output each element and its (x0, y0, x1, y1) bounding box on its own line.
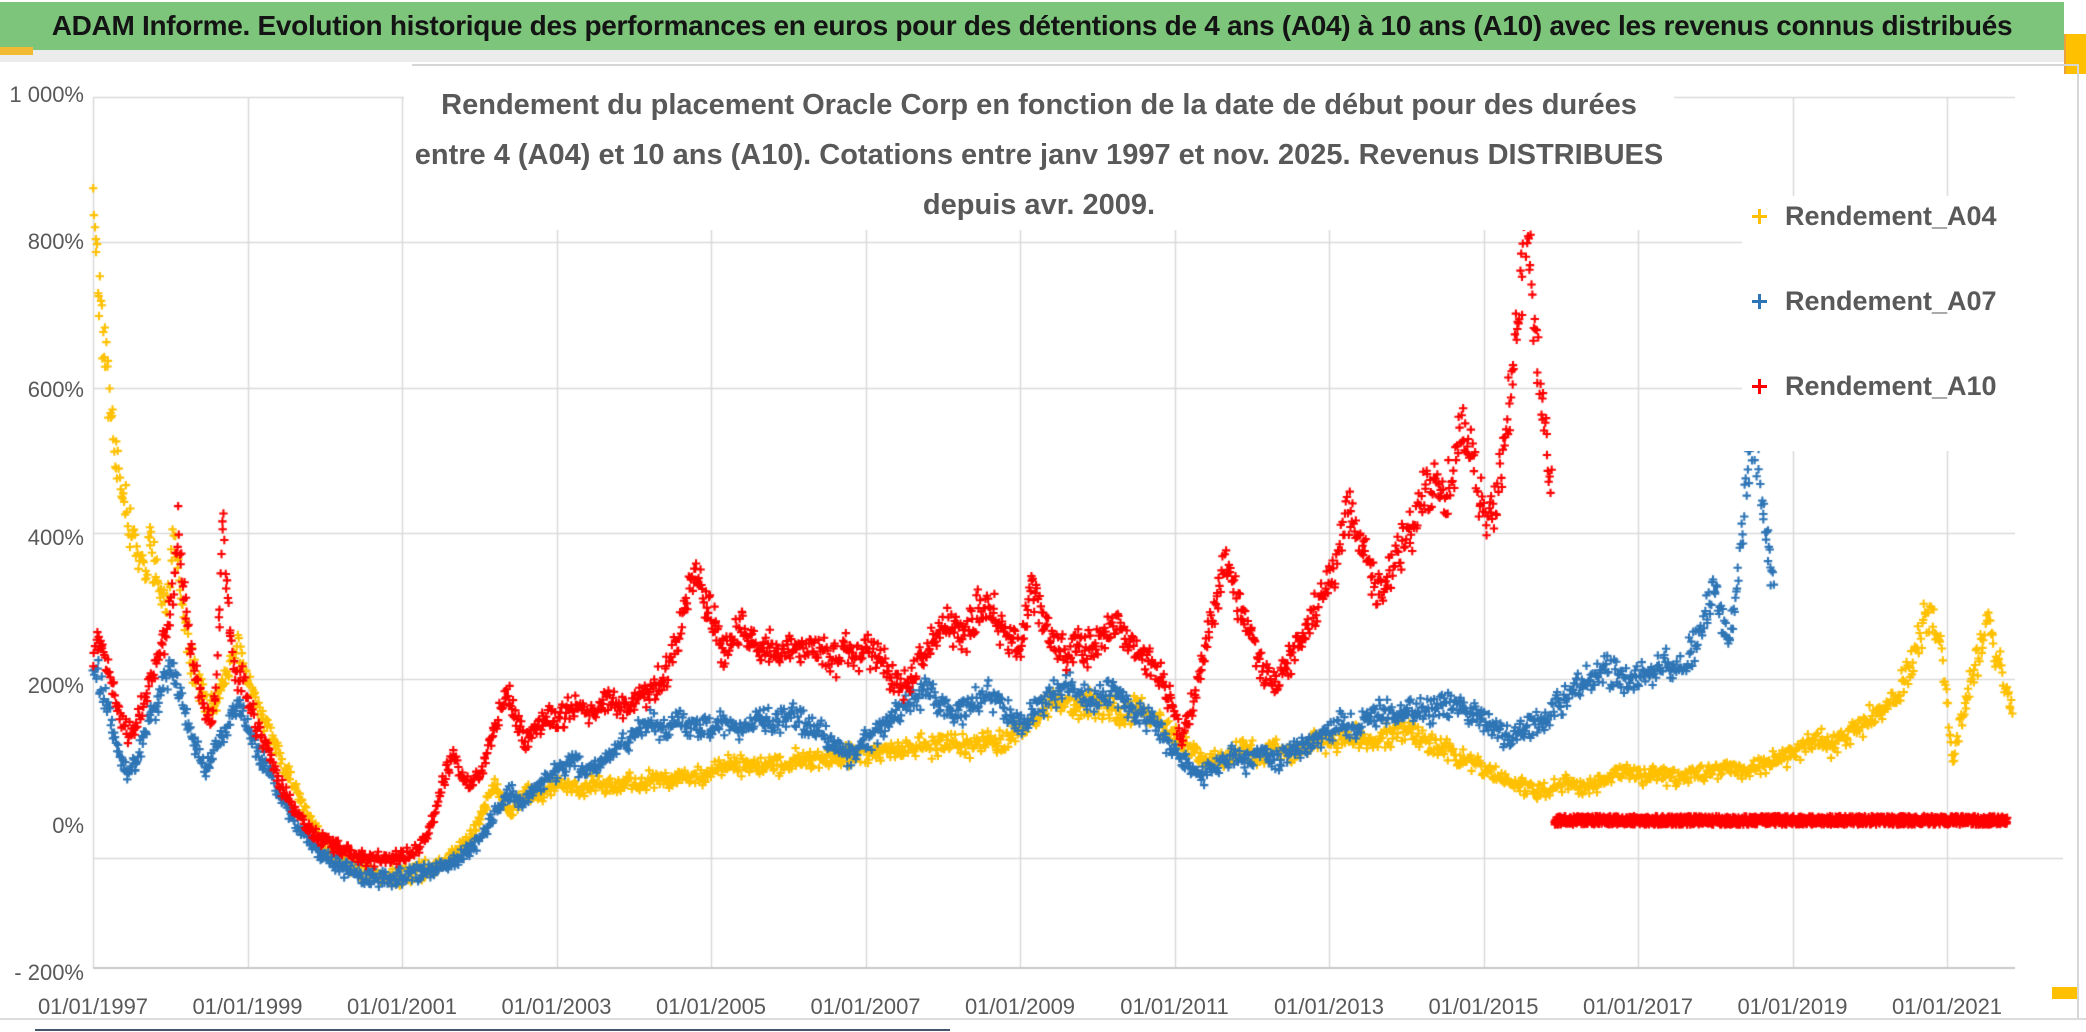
legend-item-a07[interactable]: Rendement_A07 (1742, 281, 2042, 321)
x-tick-label: 01/01/2001 (346, 994, 458, 1019)
y-tick-label: 800% (27, 229, 84, 254)
chart-title-line1: Rendement du placement Oracle Corp en fo… (441, 89, 1637, 121)
x-tick-label: 01/01/2019 (1737, 994, 1848, 1019)
y-tick-label: 400% (27, 525, 84, 550)
y-tick-label: - 200% (14, 960, 84, 985)
y-tick-label: 600% (27, 377, 84, 402)
x-tick-label: 01/01/2021 (1891, 994, 2003, 1019)
x-tick-label: 01/01/2009 (964, 994, 1076, 1019)
x-tick-label: 01/01/2011 (1120, 994, 1229, 1019)
chart-title: Rendement du placement Oracle Corp en fo… (404, 80, 1674, 230)
legend-item-a04[interactable]: Rendement_A04 (1742, 196, 2042, 236)
x-tick-label: 01/01/1999 (192, 994, 303, 1019)
plus-marker-icon-a04 (1752, 208, 1767, 224)
x-tick-label: 01/01/2003 (501, 994, 612, 1019)
legend-label-a04: Rendement_A04 (1785, 200, 1997, 231)
x-tick-label: 01/01/2015 (1428, 994, 1539, 1019)
plus-marker-icon-a07 (1752, 293, 1767, 309)
y-tick-label: 1 000% (9, 82, 84, 107)
x-tick-label: 01/01/2017 (1582, 994, 1694, 1019)
x-tick-label: 01/01/2013 (1273, 994, 1385, 1019)
plus-marker-icon-a10 (1752, 378, 1767, 394)
chart-legend: Rendement_A04 Rendement_A07 Rendement_A1… (1742, 196, 2042, 451)
legend-label-a10: Rendement_A10 (1785, 370, 1997, 401)
x-tick-label: 01/01/1997 (37, 994, 149, 1019)
y-tick-label: 200% (27, 673, 84, 698)
y-tick-label: 0% (52, 813, 84, 838)
legend-item-a10[interactable]: Rendement_A10 (1742, 366, 2042, 406)
x-tick-label: 01/01/2005 (655, 994, 767, 1019)
x-tick-label: 01/01/2007 (810, 994, 921, 1019)
chart-title-line2: entre 4 (A04) et 10 ans (A10). Cotations… (414, 139, 1664, 221)
legend-label-a07: Rendement_A07 (1785, 285, 1997, 316)
